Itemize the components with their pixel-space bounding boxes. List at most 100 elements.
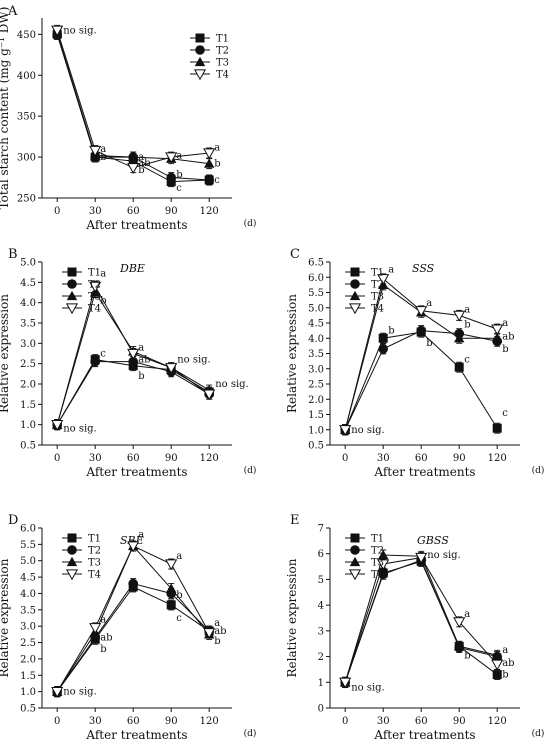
y-tick-label-d: 4.0: [20, 589, 36, 600]
x-tick-label-a: 60: [127, 206, 140, 217]
y-tick-label-c: 6.5: [308, 258, 324, 269]
significance-letter: b: [214, 159, 220, 170]
y-tick-label-b: 2.0: [20, 380, 36, 391]
legend-marker-t2: [67, 545, 77, 555]
series-line-e-t4: [344, 557, 498, 683]
data-point-a-t2: [166, 172, 176, 183]
data-point-e-t4: [491, 659, 504, 671]
x-tick-label-e: 60: [415, 716, 428, 727]
significance-letter: b: [464, 650, 470, 661]
data-point-c-t4: [377, 274, 390, 286]
legend-marker-t2: [350, 279, 360, 289]
x-unit-label-e: (d): [532, 728, 545, 739]
legend-label-t2: T2: [371, 546, 384, 557]
y-tick-label-d: 2.5: [20, 638, 36, 649]
legend-label-t4: T4: [88, 304, 101, 315]
series-line-d-t2: [56, 583, 210, 692]
significance-letter: b: [502, 344, 508, 355]
y-tick-label-c: 3.0: [308, 364, 324, 375]
no-sig-label: no sig.: [177, 355, 211, 366]
legend-marker-t1: [67, 533, 77, 543]
y-tick-label-d: 2.0: [20, 654, 36, 665]
data-point-b-t2: [128, 356, 138, 367]
series-c-t1: [340, 326, 502, 436]
data-point-c-t3: [454, 333, 465, 343]
data-point-d-t4: [51, 686, 64, 698]
x-tick-label-c: 60: [415, 453, 428, 464]
y-tick-label-e: 5: [318, 575, 324, 586]
y-tick-label-c: 1.5: [308, 410, 324, 421]
y-tick-label-d: 5.5: [20, 540, 36, 551]
data-point-c-t2: [416, 325, 427, 336]
significance-letter: ab: [502, 332, 514, 343]
legend-label-t2: T2: [371, 280, 384, 291]
y-tick-label-e: 6: [318, 549, 324, 560]
series-line-a-t4: [56, 30, 210, 169]
y-tick-label-d: 5.0: [20, 556, 36, 567]
series-line-d-t1: [56, 586, 210, 692]
series-d-t2: [52, 578, 214, 698]
significance-letter: a: [176, 551, 182, 562]
legend-label-t4: T4: [216, 70, 229, 81]
data-point-a-t4: [127, 163, 140, 174]
legend-label-t3: T3: [371, 292, 384, 303]
x-tick-label-a: 90: [165, 206, 178, 217]
significance-letter: a: [388, 265, 394, 276]
y-tick-label-b: 5.0: [20, 258, 36, 269]
legend-marker-t3: [349, 290, 361, 301]
y-tick-label-d: 1.5: [20, 671, 36, 682]
data-point-b-t4: [203, 389, 216, 401]
x-tick-label-d: 0: [54, 716, 60, 727]
panel-e: E 0 1 2 3 4 5 6 7 0 30 60 90 120 (d) After treatments Re…: [285, 513, 544, 742]
x-axis-title-b: After treatments: [85, 465, 187, 479]
significance-letter: ab: [138, 158, 150, 169]
data-point-c-t2: [378, 344, 389, 354]
y-tick-label-c: 6.0: [308, 273, 324, 284]
legend-label-t3: T3: [88, 558, 101, 569]
y-tick-label-c: 3.5: [308, 349, 324, 360]
data-point-a-t4: [51, 25, 64, 37]
significance-letter: c: [502, 408, 508, 419]
legend-marker-t3: [349, 556, 361, 567]
data-point-a-t3: [204, 158, 215, 168]
y-tick-label-b: 3.0: [20, 339, 36, 350]
significance-letter: b: [502, 670, 508, 681]
data-point-e-t4: [453, 617, 466, 629]
x-tick-label-e: 120: [488, 716, 507, 727]
axes-c: [329, 262, 520, 446]
y-tick-label-d: 4.5: [20, 573, 36, 584]
x-tick-label-b: 60: [127, 453, 140, 464]
x-tick-label-e: 90: [453, 716, 466, 727]
data-point-e-t3: [454, 641, 465, 651]
data-point-a-t4: [89, 145, 102, 157]
data-point-c-t1: [492, 423, 502, 433]
x-tick-label-d: 30: [89, 716, 102, 727]
legend-marker-t4: [65, 569, 79, 581]
significance-letter: a: [464, 609, 470, 620]
no-sig-label: no sig.: [215, 379, 249, 390]
series-c-t2: [340, 325, 503, 436]
panel-a: A 250 300 350 400 450 0 30 60 90 120 (d) After treat…: [0, 4, 256, 232]
x-axis-title-e: After treatments: [373, 728, 475, 742]
no-sig-label: no sig.: [351, 425, 385, 436]
series-a-t4: [51, 24, 216, 174]
y-tick-label-a: 450: [17, 30, 36, 41]
y-axis-title-d: Relative expression: [0, 558, 11, 677]
axes-d: [41, 528, 232, 709]
x-unit-label-b: (d): [244, 465, 257, 476]
data-point-b-t4: [51, 420, 64, 431]
x-tick-label-d: 120: [200, 716, 219, 727]
legend-label-t1: T1: [88, 534, 101, 545]
gene-title-b: DBE: [119, 262, 145, 275]
data-point-c-t4: [491, 324, 504, 336]
legend-label-t3: T3: [88, 292, 101, 303]
y-tick-label-b: 4.0: [20, 298, 36, 309]
significance-letter: b: [176, 590, 182, 601]
x-tick-label-b: 90: [165, 453, 178, 464]
significance-letter: a: [214, 618, 220, 629]
y-tick-label-a: 300: [17, 153, 36, 164]
series-d-t1: [52, 581, 214, 698]
significance-letter: c: [100, 349, 106, 360]
significance-letter: b: [214, 636, 220, 647]
